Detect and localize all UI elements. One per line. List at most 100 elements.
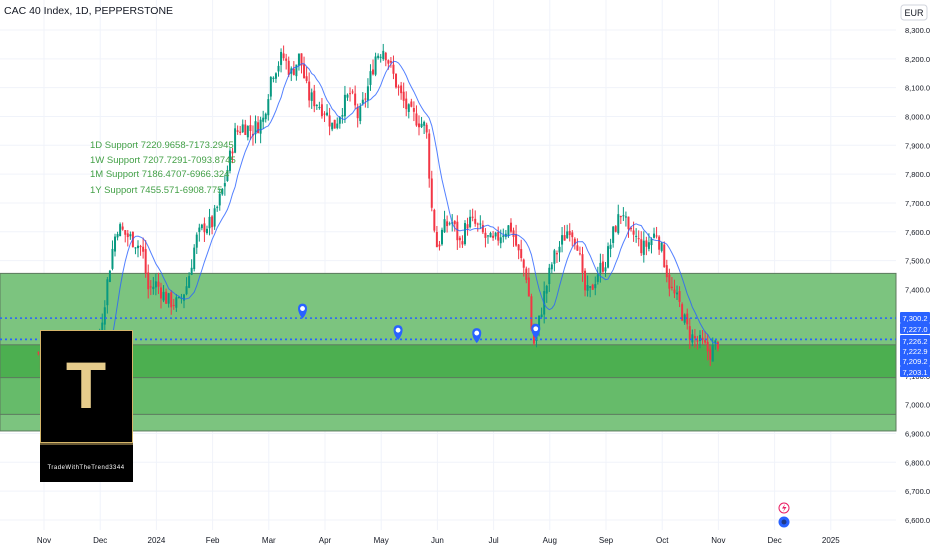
candle-body[interactable] [182,294,185,301]
candle-body[interactable] [691,334,694,343]
candle-body[interactable] [686,313,689,325]
candle-body[interactable] [699,335,702,341]
candle-body[interactable] [119,224,122,237]
candle-body[interactable] [688,326,691,340]
candle-body[interactable] [326,112,329,116]
candle-body[interactable] [382,50,385,60]
candle-body[interactable] [681,304,684,321]
candle-body[interactable] [159,287,162,299]
candle-body[interactable] [573,238,576,245]
candle-body[interactable] [37,352,40,354]
candle-body[interactable] [456,221,459,241]
candle-body[interactable] [274,73,277,79]
candle-body[interactable] [297,53,300,66]
candle-body[interactable] [221,188,224,195]
candle-body[interactable] [673,289,676,294]
candle-body[interactable] [423,121,426,126]
location-marker-icon[interactable] [472,328,482,344]
candle-body[interactable] [515,234,518,246]
candle-body[interactable] [645,240,648,247]
candle-body[interactable] [509,222,512,232]
candle-body[interactable] [471,216,474,218]
candle-body[interactable] [619,215,622,218]
candle-body[interactable] [190,267,193,275]
candle-body[interactable] [205,228,208,234]
candle-body[interactable] [693,336,696,339]
candle-body[interactable] [149,286,152,288]
candle-body[interactable] [126,233,129,238]
event-markers[interactable] [298,303,541,344]
candle-body[interactable] [481,224,484,233]
candle-body[interactable] [586,285,589,291]
candle-body[interactable] [277,65,280,72]
candle-body[interactable] [591,284,594,290]
candle-body[interactable] [561,235,564,245]
candle-body[interactable] [172,304,175,306]
candle-body[interactable] [320,104,323,117]
candle-body[interactable] [167,293,170,304]
candle-body[interactable] [231,151,234,154]
candle-body[interactable] [486,235,489,237]
candle-body[interactable] [443,219,446,233]
candle-body[interactable] [359,106,362,122]
candle-body[interactable] [389,61,392,63]
candlestick-series[interactable] [37,43,719,446]
candle-body[interactable] [563,235,566,241]
candle-body[interactable] [379,56,382,58]
candle-body[interactable] [152,286,155,290]
candle-body[interactable] [333,119,336,129]
candle-body[interactable] [492,235,495,238]
candle-body[interactable] [653,233,656,238]
candle-body[interactable] [660,242,663,251]
candle-body[interactable] [170,292,173,308]
price-axis[interactable]: 6,600.06,700.06,800.06,900.07,000.07,100… [898,0,932,550]
candle-body[interactable] [599,262,602,273]
candle-body[interactable] [507,225,510,236]
candle-body[interactable] [356,106,359,119]
candle-body[interactable] [223,183,226,187]
location-marker-icon[interactable] [393,325,403,341]
candle-body[interactable] [338,116,341,124]
candle-body[interactable] [558,246,561,253]
candle-body[interactable] [336,123,339,129]
candle-body[interactable] [374,56,377,75]
candle-body[interactable] [349,93,352,95]
candle-body[interactable] [568,230,571,236]
candle-body[interactable] [395,73,398,88]
candle-body[interactable] [295,64,298,77]
candle-body[interactable] [101,322,104,334]
candle-body[interactable] [397,86,400,88]
candle-body[interactable] [157,281,160,287]
candle-body[interactable] [328,115,331,127]
candle-body[interactable] [137,245,140,249]
candle-body[interactable] [267,99,270,116]
candle-body[interactable] [576,245,579,251]
candle-body[interactable] [305,76,308,81]
candle-body[interactable] [632,230,635,235]
candle-body[interactable] [318,107,321,109]
candle-body[interactable] [351,91,354,93]
candle-body[interactable] [185,286,188,295]
candle-body[interactable] [678,291,681,302]
candle-body[interactable] [522,259,525,268]
candle-body[interactable] [114,236,117,252]
candle-body[interactable] [622,215,625,217]
candle-body[interactable] [601,261,604,272]
candle-body[interactable] [438,244,441,247]
candle-body[interactable] [361,99,364,104]
candle-body[interactable] [676,292,679,295]
candle-body[interactable] [502,235,505,238]
candle-body[interactable] [234,128,237,153]
candle-body[interactable] [640,239,643,254]
candle-body[interactable] [704,339,707,343]
candle-body[interactable] [249,125,252,132]
candle-body[interactable] [331,122,334,130]
candle-body[interactable] [285,58,288,61]
candle-body[interactable] [658,236,661,250]
candle-body[interactable] [257,122,260,133]
candle-body[interactable] [195,234,198,248]
candle-body[interactable] [709,349,712,360]
candle-body[interactable] [647,242,650,249]
candle-body[interactable] [489,232,492,238]
candle-body[interactable] [292,68,295,75]
